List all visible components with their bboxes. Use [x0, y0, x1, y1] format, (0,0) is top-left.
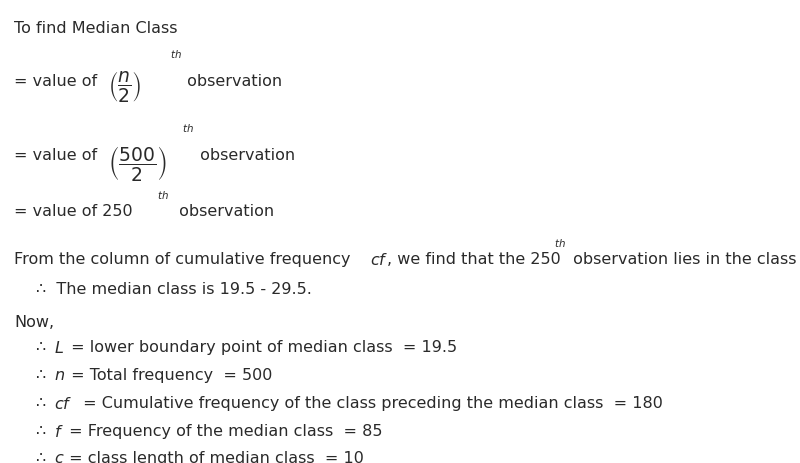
Text: observation lies in the class 20 - 29.: observation lies in the class 20 - 29.	[568, 252, 800, 267]
Text: $^{th}$: $^{th}$	[157, 192, 169, 207]
Text: = Frequency of the median class  = 85: = Frequency of the median class = 85	[64, 424, 382, 438]
Text: $^{th}$: $^{th}$	[170, 51, 182, 66]
Text: observation: observation	[195, 148, 295, 163]
Text: ∴: ∴	[36, 424, 51, 438]
Text: = Total frequency  = 500: = Total frequency = 500	[66, 368, 272, 383]
Text: $c$: $c$	[54, 451, 65, 463]
Text: From the column of cumulative frequency: From the column of cumulative frequency	[14, 252, 356, 267]
Text: observation: observation	[182, 74, 282, 89]
Text: ∴: ∴	[36, 396, 51, 411]
Text: $L$: $L$	[54, 340, 64, 357]
Text: = value of: = value of	[14, 148, 102, 163]
Text: ∴: ∴	[36, 340, 51, 355]
Text: ∴  The median class is 19.5 - 29.5.: ∴ The median class is 19.5 - 29.5.	[36, 282, 312, 297]
Text: $\left(\dfrac{500}{2}\right)$: $\left(\dfrac{500}{2}\right)$	[108, 144, 167, 182]
Text: = lower boundary point of median class  = 19.5: = lower boundary point of median class =…	[66, 340, 457, 355]
Text: $^{th}$: $^{th}$	[554, 241, 566, 256]
Text: $\left(\dfrac{n}{2}\right)$: $\left(\dfrac{n}{2}\right)$	[108, 69, 142, 105]
Text: ∴: ∴	[36, 451, 51, 463]
Text: = value of 250: = value of 250	[14, 204, 133, 219]
Text: $cf$: $cf$	[54, 396, 73, 412]
Text: = class length of median class  = 10: = class length of median class = 10	[64, 451, 364, 463]
Text: = Cumulative frequency of the class preceding the median class  = 180: = Cumulative frequency of the class prec…	[78, 396, 662, 411]
Text: $cf$: $cf$	[370, 252, 388, 269]
Text: To find Median Class: To find Median Class	[14, 21, 178, 36]
Text: = value of: = value of	[14, 74, 102, 89]
Text: $n$: $n$	[54, 368, 66, 383]
Text: Now,: Now,	[14, 315, 54, 330]
Text: $f$: $f$	[54, 424, 64, 440]
Text: , we find that the 250: , we find that the 250	[387, 252, 561, 267]
Text: ∴: ∴	[36, 368, 51, 383]
Text: observation: observation	[174, 204, 274, 219]
Text: $^{th}$: $^{th}$	[182, 125, 194, 140]
